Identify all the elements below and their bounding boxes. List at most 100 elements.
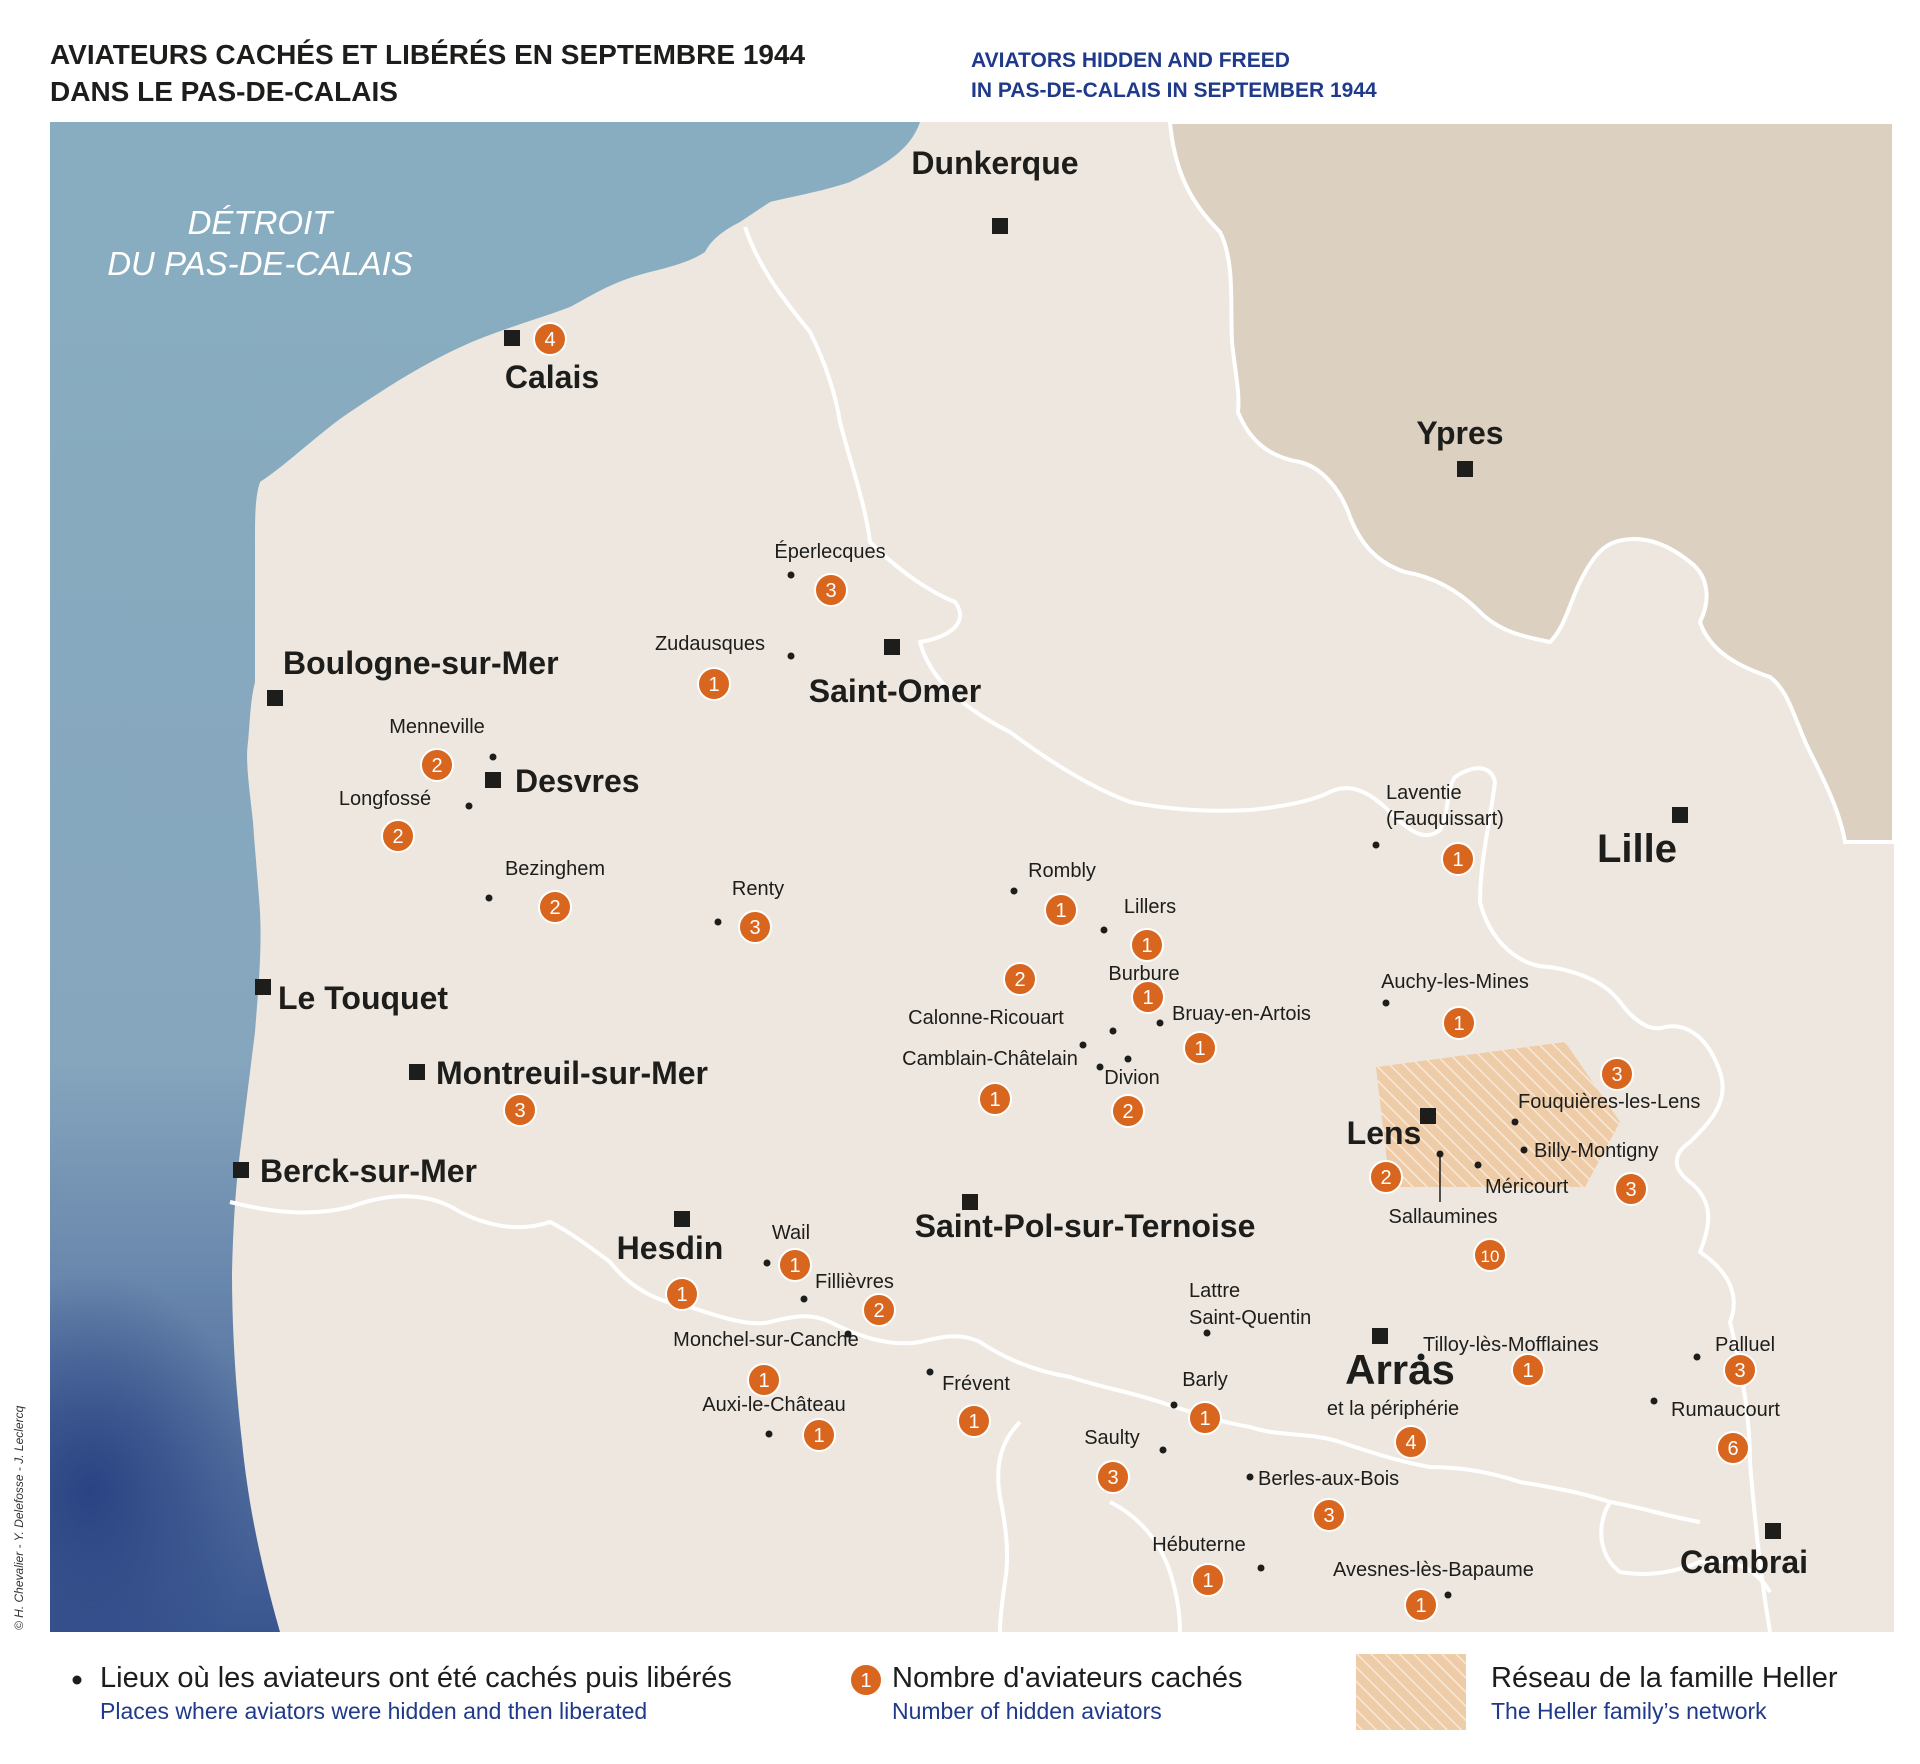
place-renty-dot: [714, 918, 722, 926]
place-fillievres-badge-label: 2: [873, 1300, 884, 1322]
place-wail-badge: [778, 1248, 812, 1282]
city-calais-marker: [504, 330, 520, 346]
place-camblain-badge-label: 1: [989, 1089, 1000, 1111]
city-boulogne-label: Boulogne-sur-Mer: [283, 645, 559, 681]
city-montreuil-badge: [503, 1093, 537, 1127]
place-avesnes-label: Avesnes-lès-Bapaume: [1333, 1559, 1534, 1581]
place-eperlecques-dot: [787, 571, 795, 579]
place-monchel-dot: [844, 1330, 852, 1338]
city-cambrai-marker: [1765, 1523, 1781, 1539]
place-menneville-badge: [420, 748, 454, 782]
city-arras-badge: [1394, 1425, 1428, 1459]
place-monchel-badge-label: 1: [758, 1370, 769, 1392]
place-laventie-badge: [1441, 842, 1475, 876]
place-calonne-badge: [1003, 962, 1037, 996]
city-calais-badge: [533, 322, 567, 356]
place-rumaucourt-badge: [1716, 1431, 1750, 1465]
legend-places-en: Places where aviators were hidden and th…: [100, 1698, 648, 1724]
place-wail-badge-label: 1: [789, 1255, 800, 1277]
city-hesdin-badge-label: 1: [676, 1284, 687, 1306]
place-divion-badge-label: 2: [1122, 1101, 1133, 1123]
map-canvas: DÉTROIT DU PAS-DE-CALAIS Dunkerque Calais…: [50, 122, 1894, 1632]
place-longfosse-badge-label: 2: [392, 826, 403, 848]
place-lillers-label: Lillers: [1124, 896, 1176, 918]
border-arrondissement: [996, 1420, 1022, 1632]
place-lillers-badge: [1130, 928, 1164, 962]
title-fr: AVIATEURS CACHÉS ET LIBÉRÉS EN SEPTEMBRE…: [50, 36, 805, 110]
place-burbure-label: Burbure: [1108, 963, 1179, 985]
place-saulty-label: Saulty: [1084, 1427, 1140, 1449]
title-fr-line1: AVIATEURS CACHÉS ET LIBÉRÉS EN SEPTEMBRE…: [50, 39, 806, 70]
city-dunkerque-marker: [992, 218, 1008, 234]
city-saint-omer-marker: [884, 639, 900, 655]
place-auchy-label: Auchy-les-Mines: [1381, 971, 1529, 993]
place-wail-label: Wail: [772, 1222, 810, 1244]
city-lille-marker: [1672, 807, 1688, 823]
city-berck-label: Berck-sur-Mer: [260, 1153, 477, 1189]
city-lens-badge: [1369, 1160, 1403, 1194]
place-avesnes-badge: [1404, 1588, 1438, 1622]
city-lens-label: Lens: [1347, 1115, 1422, 1151]
place-camblain-badge: [978, 1082, 1012, 1116]
place-billy-badge: [1614, 1172, 1648, 1206]
legend-badge-icon: 1: [849, 1663, 883, 1697]
city-desvres-label: Desvres: [515, 763, 640, 799]
place-longfosse-label: Longfossé: [339, 788, 431, 810]
place-tilloy-badge-label: 1: [1522, 1360, 1533, 1382]
place-auchy-badge-label: 1: [1453, 1013, 1464, 1035]
city-calais-badge-label: 4: [544, 329, 555, 351]
border-somme: [229, 1194, 1701, 1524]
place-billy-label: Billy-Montigny: [1534, 1140, 1658, 1162]
title-en: AVIATORS HIDDEN AND FREED IN PAS-DE-CALA…: [971, 46, 1377, 106]
place-sallaumines-badge-label: 10: [1481, 1247, 1500, 1266]
department-borders: [229, 226, 1772, 1632]
city-saint-pol-marker: [962, 1194, 978, 1210]
place-fillievres-badge: [862, 1293, 896, 1327]
place-auxi-dot: [765, 1430, 773, 1438]
place-menneville-dot: [489, 753, 497, 761]
border-nord: [743, 226, 1772, 1632]
place-lattre-dot: [1203, 1329, 1211, 1337]
place-camblain-label: Camblain-Châtelain: [902, 1048, 1078, 1070]
city-hesdin-badge: [665, 1277, 699, 1311]
place-burbure-dot: [1109, 1027, 1117, 1035]
city-lens-marker: [1420, 1108, 1436, 1124]
place-zudausques-badge-label: 1: [708, 674, 719, 696]
legend-network-fr: Réseau de la famille Heller: [1491, 1662, 1838, 1694]
place-rombly-badge-label: 1: [1055, 900, 1066, 922]
place-laventie-dot: [1372, 841, 1380, 849]
place-berles-label: Berles-aux-Bois: [1258, 1468, 1399, 1490]
sea-deep-shade: [50, 1272, 260, 1632]
city-berck-marker: [233, 1162, 249, 1178]
place-auchy-badge: [1442, 1006, 1476, 1040]
city-montreuil-label: Montreuil-sur-Mer: [436, 1055, 708, 1091]
place-divion-badge: [1111, 1094, 1145, 1128]
place-burbure-badge: [1131, 980, 1165, 1014]
city-desvres-marker: [485, 772, 501, 788]
place-calonne-dot: [1079, 1041, 1087, 1049]
city-boulogne-marker: [267, 690, 283, 706]
place-rombly-label: Rombly: [1028, 860, 1096, 882]
place-bezinghem-dot: [485, 894, 493, 902]
city-ypres-label: Ypres: [1416, 415, 1503, 451]
legend-count-fr: Nombre d'aviateurs cachés: [892, 1662, 1243, 1694]
sea-label-line2: DU PAS-DE-CALAIS: [107, 245, 413, 282]
place-rombly-dot: [1010, 887, 1018, 895]
place-saulty-badge: [1096, 1460, 1130, 1494]
place-renty-badge-label: 3: [749, 917, 760, 939]
place-hebuterne-badge-label: 1: [1202, 1570, 1213, 1592]
place-lillers-dot: [1100, 926, 1108, 934]
city-ypres-marker: [1457, 461, 1473, 477]
place-mericourt-label: Méricourt: [1485, 1176, 1569, 1198]
place-palluel-dot: [1693, 1353, 1701, 1361]
place-auxi-badge-label: 1: [813, 1425, 824, 1447]
city-montreuil-marker: [409, 1064, 425, 1080]
border-inner-1: [1109, 1500, 1182, 1632]
city-hesdin-marker: [674, 1211, 690, 1227]
city-arras-label: Arras: [1345, 1346, 1455, 1393]
place-eperlecques-label: Éperlecques: [774, 540, 885, 563]
place-zudausques-dot: [787, 652, 795, 660]
city-montreuil-badge-label: 3: [514, 1100, 525, 1122]
place-frevent-label: Frévent: [942, 1373, 1010, 1395]
place-renty-label: Renty: [732, 878, 784, 900]
